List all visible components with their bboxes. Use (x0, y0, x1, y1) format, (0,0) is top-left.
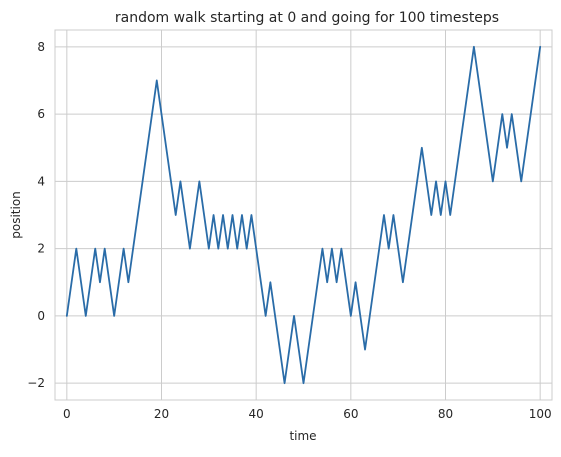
x-tick-label: 0 (63, 407, 71, 421)
plot-area-border (54, 29, 553, 401)
y-tick-label: 8 (37, 40, 45, 54)
y-tick-label: −2 (27, 376, 45, 390)
x-axis-ticks: 0 20 40 60 80 100 (63, 407, 552, 421)
y-axis-label: position (9, 191, 23, 239)
x-tick-label: 20 (154, 407, 169, 421)
x-axis-label: time (289, 429, 316, 443)
x-tick-label: 60 (343, 407, 358, 421)
series-line (65, 45, 542, 385)
y-axis-ticks: −2 0 2 4 6 8 (27, 40, 45, 390)
y-tick-label: 4 (37, 174, 45, 188)
x-tick-label: 100 (529, 407, 552, 421)
x-tick-label: 80 (438, 407, 453, 421)
chart-title: random walk starting at 0 and going for … (115, 10, 499, 26)
y-tick-label: 6 (37, 107, 45, 121)
y-tick-label: 0 (37, 309, 45, 323)
grid (55, 30, 552, 400)
y-tick-label: 2 (37, 242, 45, 256)
x-tick-label: 40 (249, 407, 264, 421)
series-group (65, 45, 542, 385)
